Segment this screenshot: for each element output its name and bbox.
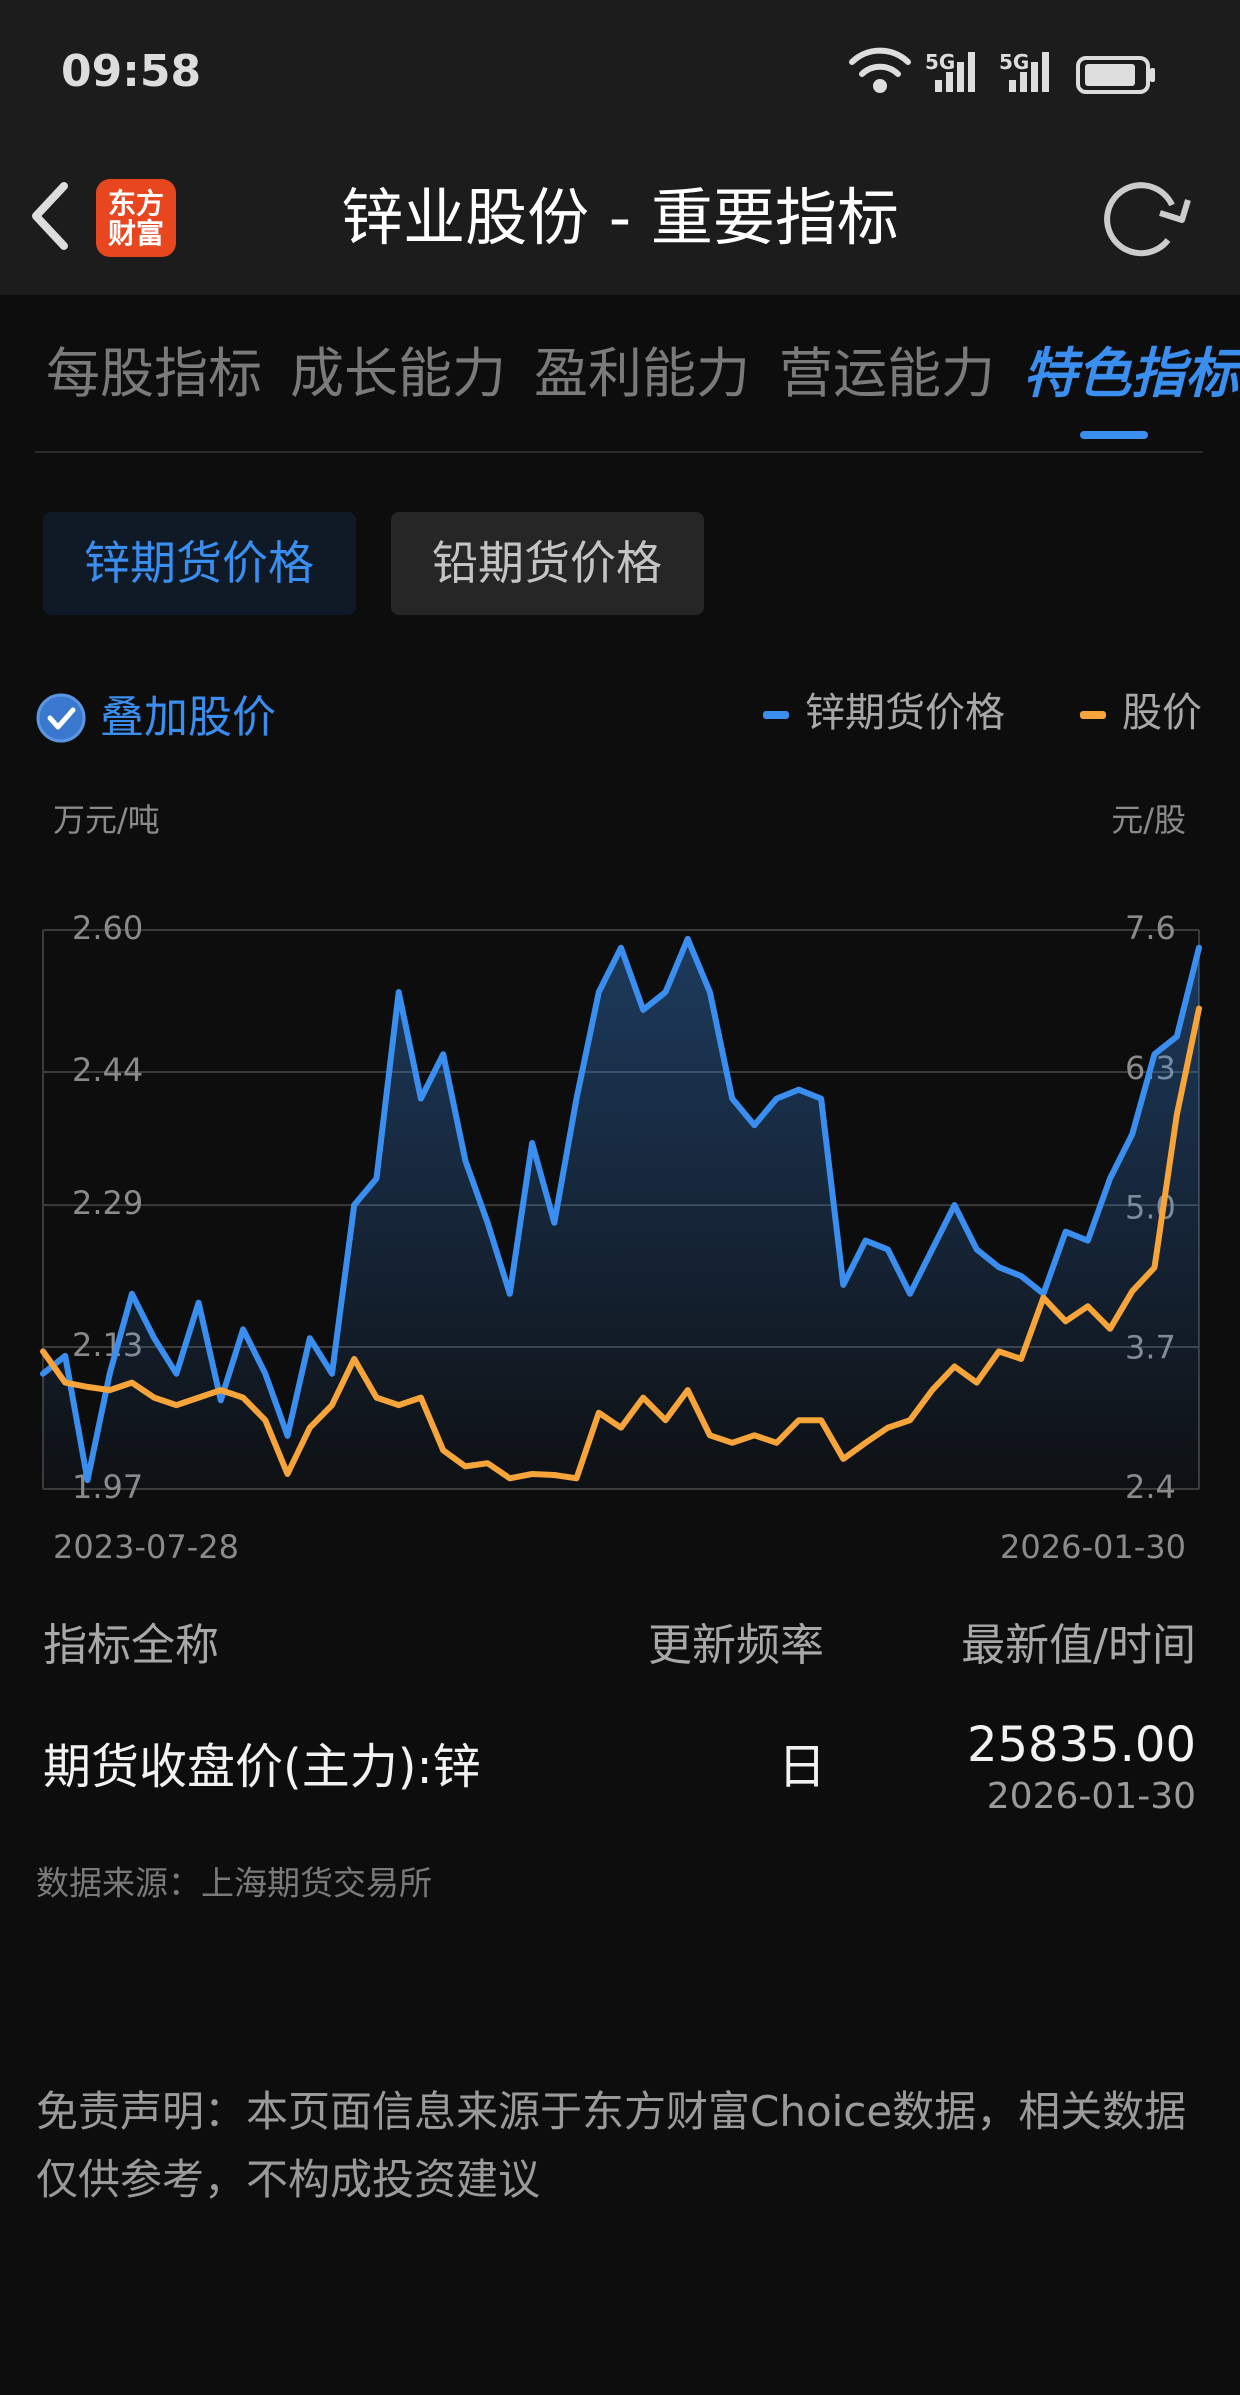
- table-header: 最新值/时间: [961, 1620, 1196, 1671]
- tab[interactable]: 每股指标: [46, 342, 262, 405]
- app-logo[interactable]: [96, 179, 176, 257]
- table-header: 更新频率: [648, 1620, 824, 1671]
- tab[interactable]: 特色指标: [1023, 342, 1239, 405]
- logo-text: 东方: [107, 187, 165, 220]
- chart: 1.972.132.292.442.602.43.75.06.37.6锌期货价格…: [40, 690, 1202, 1506]
- series-line: [40, 935, 1202, 1484]
- header-background: [0, 0, 1240, 295]
- legend-swatch: [763, 711, 789, 719]
- overlay-checkbox[interactable]: [36, 693, 86, 743]
- table-header: 指标全称: [43, 1620, 219, 1671]
- back-button[interactable]: [32, 182, 68, 250]
- tab[interactable]: 营运能力: [779, 342, 995, 405]
- disclaimer: 仅供参考，不构成投资建议: [36, 2155, 541, 2204]
- series-area: [43, 938, 1199, 1489]
- y-tick-label: 2.44: [72, 1051, 143, 1089]
- legend-swatch: [1080, 711, 1106, 719]
- overlay-toggle-label[interactable]: 叠加股价: [100, 692, 276, 743]
- sub-tab-button[interactable]: [391, 512, 704, 615]
- signal-icon: [935, 52, 1049, 92]
- y2-tick-label: 7.6: [1125, 909, 1176, 947]
- table-cell: 期货收盘价(主力):锌: [43, 1739, 481, 1795]
- page-title: 锌业股份 - 重要指标: [341, 181, 899, 254]
- sub-tab-button[interactable]: [43, 512, 356, 615]
- legend-label: 股价: [1122, 690, 1202, 736]
- status-time: 09:58: [61, 46, 202, 97]
- x-tick-label: 2026-01-30: [1000, 1528, 1186, 1566]
- x-tick-label: 2023-07-28: [53, 1528, 239, 1566]
- sub-tab-label: 铅期货价格: [432, 536, 662, 590]
- sub-tab-label: 锌期货价格: [84, 536, 314, 590]
- disclaimer: 免责声明：本页面信息来源于东方财富Choice数据，相关数据: [36, 2087, 1187, 2136]
- table-cell: 2026-01-30: [986, 1776, 1196, 1817]
- network-label: 5G: [999, 50, 1030, 74]
- tab[interactable]: 盈利能力: [534, 342, 750, 405]
- legend-label: 锌期货价格: [805, 690, 1005, 736]
- table-cell: 日: [777, 1739, 827, 1795]
- tab-indicator: [1080, 431, 1148, 439]
- battery-icon: [1076, 56, 1155, 94]
- data-source: 数据来源：上海期货交易所: [36, 1863, 432, 1903]
- y-tick-label: 2.60: [72, 909, 143, 947]
- logo-text: 财富: [107, 217, 165, 250]
- table-cell: 25835.00: [966, 1717, 1196, 1773]
- network-label: 5G: [925, 50, 956, 74]
- refresh-button[interactable]: [1104, 182, 1191, 257]
- y-axis-unit: 万元/吨: [53, 801, 160, 839]
- series-line: [40, 1005, 1202, 1482]
- y2-axis-unit: 元/股: [1111, 801, 1186, 839]
- y-tick-label: 2.29: [72, 1184, 143, 1222]
- tab[interactable]: 成长能力: [290, 342, 506, 405]
- wifi-icon: [849, 47, 911, 93]
